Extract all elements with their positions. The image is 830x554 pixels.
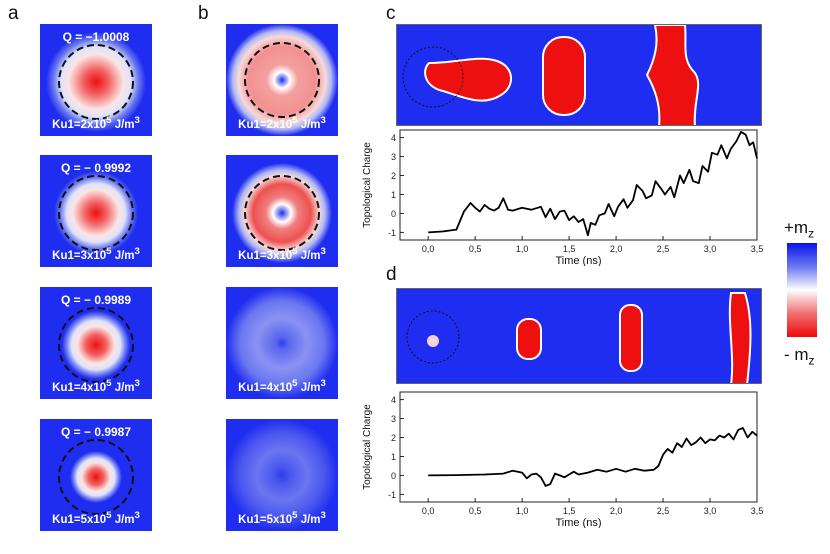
skyrmionium-image bbox=[226, 24, 338, 136]
panel-c-snapshot-strip bbox=[396, 24, 762, 126]
skyrmionium-motion-image bbox=[397, 289, 761, 383]
panel-label-a: a bbox=[8, 3, 19, 24]
panel-label-b: b bbox=[198, 3, 209, 24]
y-axis-label: Topological Charge bbox=[362, 142, 373, 228]
anisotropy-label: Ku1=3x105 J/m3 bbox=[52, 246, 140, 262]
anisotropy-label: Ku1=2x105 J/m3 bbox=[52, 115, 140, 131]
panel-c-plot: -1 0 1 2 3 4 0,0 0,5 1,0 1,5 2,0 2,5 3,0 3,5 Time (ns)… bbox=[362, 129, 764, 266]
colorbar-top-label: +mz bbox=[784, 218, 815, 241]
anisotropy-label: Ku1=5x105 J/m3 bbox=[52, 510, 140, 526]
x-tick-label: 3,0 bbox=[704, 506, 717, 516]
x-tick-label: 0,5 bbox=[469, 506, 482, 516]
panel-label-d: d bbox=[386, 264, 397, 285]
colorbar bbox=[787, 243, 817, 337]
x-tick-label: 1,0 bbox=[516, 506, 529, 516]
topological-charge-label: Q = − 0.9992 bbox=[60, 161, 132, 175]
y-tick-label: 3 bbox=[391, 152, 396, 162]
x-tick-label: 2,5 bbox=[657, 244, 670, 254]
x-tick-label: 2,5 bbox=[657, 506, 670, 516]
x-tick-label: 2,0 bbox=[610, 506, 623, 516]
anisotropy-label: Ku1=2x105 J/m3 bbox=[238, 115, 326, 131]
x-tick-label: 1,0 bbox=[516, 244, 529, 254]
panel-a-tile-4: Q = − 0.9987 Ku1=5x105 J/m3 bbox=[40, 419, 152, 531]
x-tick-label: 2,0 bbox=[610, 244, 623, 254]
topological-charge-label: Q = − 0.9987 bbox=[60, 425, 132, 439]
y-tick-label: 0 bbox=[391, 209, 396, 219]
y-tick-label: -1 bbox=[388, 228, 396, 238]
x-tick-label: 3,5 bbox=[751, 244, 764, 254]
anisotropy-label: Ku1=3x105 J/m3 bbox=[238, 246, 326, 262]
panel-a-tile-2: Q = − 0.9992 Ku1=3x105 J/m3 bbox=[40, 155, 152, 267]
topological-charge-label: Q = −1.0008 bbox=[62, 30, 130, 44]
collapsed-skyrmionium-image bbox=[226, 419, 338, 531]
y-tick-label: 2 bbox=[391, 433, 396, 443]
y-tick-label: 0 bbox=[391, 471, 396, 481]
x-axis-label: Time (ns) bbox=[555, 517, 601, 528]
anisotropy-label: Ku1=5x105 J/m3 bbox=[238, 510, 326, 526]
x-tick-label: 0,0 bbox=[422, 506, 435, 516]
skyrmion-image bbox=[40, 419, 152, 531]
panel-d-snapshot-strip bbox=[396, 288, 762, 384]
colorbar-bottom-label: - mz bbox=[784, 345, 815, 368]
panel-b-tile-2: Ku1=3x105 J/m3 bbox=[226, 155, 338, 267]
y-tick-label: 1 bbox=[391, 452, 396, 462]
panel-b-tile-3: Ku1=4x105 J/m3 bbox=[226, 287, 338, 399]
skyrmion-image bbox=[40, 155, 152, 267]
y-tick-label: 4 bbox=[391, 133, 396, 143]
skyrmionium-image bbox=[226, 155, 338, 267]
panel-label-c: c bbox=[386, 3, 396, 24]
panel-d-plot: -1 0 1 2 3 4 0,0 0,5 1,0 1,5 2,0 2,5 3,0 3,5 Time (ns)… bbox=[362, 391, 764, 528]
panel-a-tile-3: Q = − 0.9989 Ku1=4x105 J/m3 bbox=[40, 287, 152, 399]
topological-charge-line bbox=[428, 427, 758, 487]
y-tick-label: 1 bbox=[391, 190, 396, 200]
x-tick-label: 1,5 bbox=[563, 506, 576, 516]
collapsed-skyrmionium-image bbox=[226, 287, 338, 399]
plot-frame bbox=[399, 129, 758, 241]
skyrmion-image bbox=[40, 287, 152, 399]
topological-charge-line bbox=[428, 131, 758, 237]
topological-charge-label: Q = − 0.9989 bbox=[60, 293, 132, 307]
x-tick-label: 0,0 bbox=[422, 244, 435, 254]
panel-b-tile-4: Ku1=5x105 J/m3 bbox=[226, 419, 338, 531]
x-tick-label: 3,5 bbox=[751, 506, 764, 516]
plot-frame bbox=[399, 391, 758, 503]
anisotropy-label: Ku1=4x105 J/m3 bbox=[238, 378, 326, 394]
skyrmion-image bbox=[40, 24, 152, 136]
skyrmion-motion-image bbox=[397, 25, 761, 125]
y-tick-label: 2 bbox=[391, 171, 396, 181]
x-axis-label: Time (ns) bbox=[555, 255, 601, 266]
y-tick-label: 4 bbox=[391, 395, 396, 405]
anisotropy-label: Ku1=4x105 J/m3 bbox=[52, 378, 140, 394]
y-tick-label: -1 bbox=[388, 490, 396, 500]
y-axis-label: Topological Charge bbox=[362, 404, 373, 490]
x-tick-label: 1,5 bbox=[563, 244, 576, 254]
y-tick-label: 3 bbox=[391, 414, 396, 424]
panel-a-tile-1: Q = −1.0008 Ku1=2x105 J/m3 bbox=[40, 24, 152, 136]
panel-b-tile-1: Ku1=2x105 J/m3 bbox=[226, 24, 338, 136]
x-tick-label: 3,0 bbox=[704, 244, 717, 254]
x-tick-label: 0,5 bbox=[469, 244, 482, 254]
